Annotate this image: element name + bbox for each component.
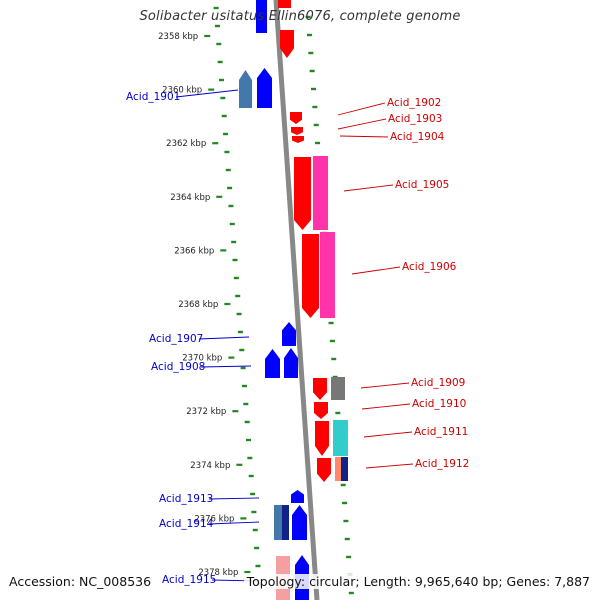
gene-glyph-acid-1912-navy [341,457,348,481]
scale-tick-label: 2378 kbp [198,568,238,578]
gene-leader-line [208,497,260,500]
scale-tick-label: 2360 kbp [162,86,202,96]
gene-leader-line [337,118,387,130]
gene-glyph-acid-1907 [282,322,296,346]
gene-label-acid-1908: Acid_1908 [151,361,205,373]
gene-leader-line [360,382,410,389]
scale-tick-label: 2372 kbp [186,407,226,417]
gene-glyph-top-reverse [256,0,267,33]
gene-label-acid-1905: Acid_1905 [395,179,449,191]
gene-leader-line [339,135,389,138]
accession-label: Accession: NC_008536 [9,574,152,589]
gene-label-acid-1912: Acid_1912 [415,458,469,470]
gene-leader-line [363,431,413,438]
gene-leader-line [208,521,260,525]
gene-glyph-acid-1905 [294,157,311,230]
gene-label-acid-1915: Acid_1915 [162,574,216,586]
scale-tick-label: 2376 kbp [194,514,234,524]
gene-leader-line [337,102,386,116]
gene-label-acid-1914: Acid_1914 [159,518,214,530]
scale-tick-label: 2366 kbp [174,246,214,256]
gene-glyph-acid-1914c [292,505,307,540]
gene-glyph-acid-1914a [274,505,282,540]
gene-label-acid-1906: Acid_1906 [402,261,457,273]
scale-tick-label: 2374 kbp [190,461,230,471]
gene-glyph-acid-1911 [315,421,329,456]
scale-tick-label: 2368 kbp [178,300,218,310]
gene-label-acid-1901: Acid_1901 [126,91,180,103]
gene-glyph-acid-1909-gray [331,377,345,400]
gene-leader-line [200,365,252,368]
gene-glyph-acid-1914b [282,505,289,540]
gene-glyph-acid-1913 [291,490,304,503]
gene-glyph-acid-1906-magenta [320,232,335,318]
gene-glyph-acid-1908a [265,349,280,378]
gene-leader-line [361,403,411,410]
gene-label-acid-1904: Acid_1904 [390,131,445,143]
gene-label-acid-1913: Acid_1913 [159,493,213,505]
gene-label-acid-1902: Acid_1902 [387,97,441,109]
gene-label-acid-1911: Acid_1911 [414,426,468,438]
gene-glyph-acid-1911-cyan [333,420,348,456]
scale-tick-label: 2362 kbp [166,139,206,149]
genome-title: Solibacter usitatus Ellin6076, complete … [139,9,461,24]
gene-glyph-acid-1909 [313,378,327,400]
gene-leader-line [175,89,239,98]
gene-glyph-acid-1901a [239,70,252,108]
gene-glyph-acid-1908b [284,348,298,378]
scale-tick-label: 2364 kbp [170,193,210,203]
gene-leader-line [365,463,414,469]
gene-glyph-acid-1910 [314,402,328,419]
gene-glyph-acid-1905-magenta [313,156,328,230]
gene-label-acid-1909: Acid_1909 [411,377,465,389]
gene-label-acid-1903: Acid_1903 [388,113,442,125]
gene-glyph-acid-1906 [302,234,319,318]
gene-glyph-acid-1912 [317,458,331,482]
gene-label-acid-1910: Acid_1910 [412,398,466,410]
gene-leader-line [198,336,250,340]
gene-glyph-acid-1902 [290,112,302,124]
scale-tick-label: 2370 kbp [182,354,222,364]
gene-glyph-acid-1903 [291,127,303,135]
gene-leader-line [343,184,394,192]
gene-label-acid-1907: Acid_1907 [149,333,203,345]
gene-leader-line [351,266,401,275]
gene-glyph-forward [280,30,294,58]
genome-summary: Topology: circular; Length: 9,965,640 bp… [243,574,590,589]
scale-tick-label: 2358 kbp [158,32,198,42]
gene-glyph-top-forward [278,0,291,8]
backbone-line [273,0,320,600]
gene-glyph-acid-1901b [257,68,272,108]
gene-glyph-acid-1904 [292,136,304,143]
gene-glyph-acid-1912-salmon [335,457,341,481]
